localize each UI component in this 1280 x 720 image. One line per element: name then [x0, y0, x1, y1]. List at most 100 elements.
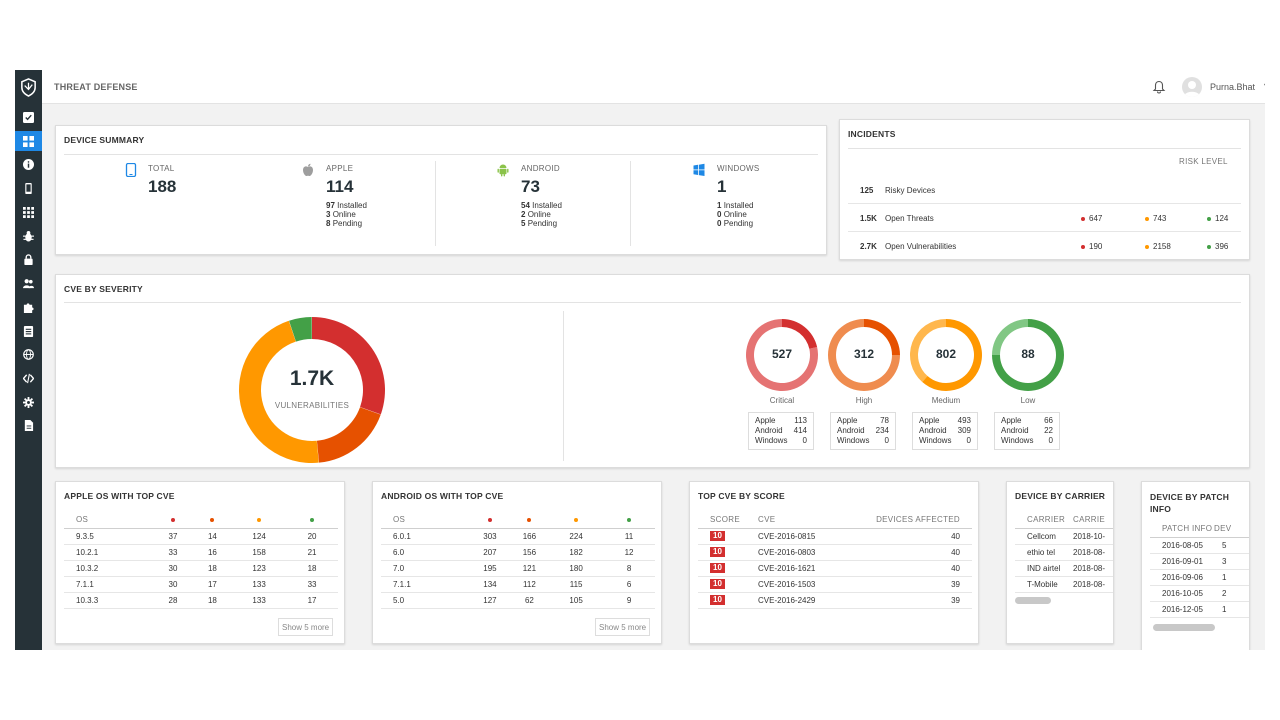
os-version-cell: 6.0.1	[381, 528, 471, 545]
apple-os-cve-card: APPLE OS WITH TOP CVE OS 9.3.5 37 14 124 20 1…	[55, 481, 345, 644]
medium-slice[interactable]	[238, 320, 319, 463]
windows-row: Windows 0	[919, 436, 971, 446]
low-dot	[1207, 244, 1211, 249]
apple-show-more-button[interactable]: Show 5 more	[278, 618, 334, 636]
low-count-cell: 33	[286, 576, 338, 593]
high-column-header[interactable]	[192, 512, 233, 529]
os-column-header[interactable]: OS	[64, 512, 154, 529]
nav-apps-icon[interactable]	[15, 202, 42, 222]
android-breakdown: 54 Installed 2 Online 5 Pending	[521, 201, 562, 228]
carrier-name-cell: T-Mobile	[1015, 576, 1073, 593]
critical-column-header[interactable]	[153, 512, 193, 529]
table-row[interactable]: 2016-08-05 5	[1150, 537, 1249, 554]
table-row[interactable]: 2016-12-05 1	[1150, 601, 1249, 618]
incident-row-open-vulnerabilities[interactable]: 2.7K Open Vulnerabilities 190 2158 396	[848, 232, 1241, 259]
high-mini-donut[interactable]	[826, 317, 902, 393]
table-row[interactable]: T-Mobile 2018-08-	[1015, 576, 1113, 593]
nav-code-icon[interactable]	[15, 368, 42, 388]
medium-platform-breakdown: Apple 493 Android 309 Windows 0	[912, 412, 978, 450]
patch-horizontal-scrollbar[interactable]	[1153, 624, 1215, 631]
nav-globe-icon[interactable]	[15, 344, 42, 364]
incident-row-open-threats[interactable]: 1.5K Open Threats 647 743 124	[848, 204, 1241, 232]
critical-mini-donut[interactable]	[744, 317, 820, 393]
low-count-cell: 18	[286, 560, 338, 577]
incident-row-risky-devices[interactable]: 125 Risky Devices	[848, 176, 1241, 204]
android-online-count: 2	[521, 210, 526, 219]
high-apple-arc	[864, 319, 900, 355]
windows-installed-count: 1	[717, 201, 722, 210]
table-row[interactable]: 10 CVE-2016-1621 40	[698, 560, 972, 577]
windows-row: Windows 0	[837, 436, 889, 446]
table-row[interactable]: 7.1.1 30 17 133 33	[64, 576, 338, 593]
carrier-column-header[interactable]: CARRIER	[1015, 512, 1073, 529]
nav-info-icon[interactable]	[15, 154, 42, 174]
table-row[interactable]: 10.3.2 30 18 123 18	[64, 560, 338, 577]
table-row[interactable]: 2016-09-06 1	[1150, 569, 1249, 586]
cve-column-header[interactable]: CVE	[758, 512, 868, 529]
nav-lock-icon[interactable]	[15, 249, 42, 269]
medium-android-arc	[910, 319, 946, 383]
patch-info-column-header[interactable]: PATCH INFO	[1150, 521, 1214, 538]
carrier-horizontal-scrollbar[interactable]	[1015, 597, 1051, 604]
nav-puzzle-icon[interactable]	[15, 297, 42, 317]
incidents-title: INCIDENTS	[848, 129, 896, 139]
score-column-header[interactable]: SCORE	[698, 512, 758, 529]
devices-affected-column-header[interactable]: DEVICES AFFECTED	[868, 512, 972, 529]
nav-file-icon[interactable]	[15, 415, 42, 435]
critical-column-header[interactable]	[470, 512, 510, 529]
nav-tasks-icon[interactable]	[15, 107, 42, 127]
user-menu-caret-icon[interactable]: ▾	[1264, 81, 1265, 90]
table-row[interactable]: ethio tel 2018-08-	[1015, 544, 1113, 561]
low-mini-donut[interactable]	[990, 317, 1066, 393]
low-slice[interactable]	[289, 317, 312, 342]
critical-count-cell: 134	[470, 576, 510, 593]
table-row[interactable]: 5.0 127 62 105 9	[381, 592, 655, 609]
carrier-date-column-header[interactable]: CARRIE	[1073, 512, 1113, 529]
critical-dot	[170, 518, 175, 523]
table-row[interactable]: 2016-09-01 3	[1150, 553, 1249, 570]
medium-mini-donut[interactable]	[908, 317, 984, 393]
nav-settings-gear-icon[interactable]	[15, 392, 42, 412]
low-column-header[interactable]	[286, 512, 338, 529]
medium-column-header[interactable]	[549, 512, 604, 529]
table-row[interactable]: 7.0 195 121 180 8	[381, 560, 655, 577]
table-row[interactable]: 6.0 207 156 182 12	[381, 544, 655, 561]
carrier-table: CARRIER CARRIE Cellcom 2018-10- ethio tel 2…	[1015, 512, 1113, 593]
nav-threats-bug-icon[interactable]	[15, 226, 42, 246]
user-avatar[interactable]	[1182, 77, 1202, 97]
critical-count-cell: 30	[153, 576, 193, 593]
medium-column-header[interactable]	[232, 512, 287, 529]
divider	[563, 311, 564, 461]
nav-users-icon[interactable]	[15, 273, 42, 293]
incident-label: Open Threats	[885, 214, 934, 223]
nav-dashboard-icon[interactable]	[15, 131, 42, 151]
table-row[interactable]: 10 CVE-2016-2429 39	[698, 592, 972, 609]
table-row[interactable]: 10.2.1 33 16 158 21	[64, 544, 338, 561]
android-show-more-button[interactable]: Show 5 more	[595, 618, 651, 636]
user-name[interactable]: Purna.Bhat	[1210, 82, 1256, 92]
patch-devices-column-header[interactable]: DEV	[1214, 521, 1249, 538]
high-slice[interactable]	[316, 407, 381, 463]
high-column-header[interactable]	[509, 512, 550, 529]
shield-logo-icon[interactable]	[19, 78, 38, 97]
os-column-header[interactable]: OS	[381, 512, 471, 529]
table-row[interactable]: 6.0.1 303 166 224 11	[381, 528, 655, 545]
low-column-header[interactable]	[603, 512, 655, 529]
table-row[interactable]: 10 CVE-2016-0803 40	[698, 544, 972, 561]
table-row[interactable]: 7.1.1 134 112 115 6	[381, 576, 655, 593]
risk-low-text: 396	[1215, 242, 1229, 251]
notifications-bell-icon[interactable]	[1152, 80, 1166, 94]
top-cve-table: SCORE CVE DEVICES AFFECTED 10 CVE-2016-08…	[698, 512, 972, 609]
table-row[interactable]: 9.3.5 37 14 124 20	[64, 528, 338, 545]
table-row[interactable]: Cellcom 2018-10-	[1015, 528, 1113, 545]
table-row[interactable]: 2016-10-05 2	[1150, 585, 1249, 602]
carrier-date-cell: 2018-10-	[1073, 528, 1113, 545]
table-row[interactable]: 10 CVE-2016-0815 40	[698, 528, 972, 545]
android-os-table: OS 6.0.1 303 166 224 11 6.0 207 156 182 12 7.0 195 1…	[381, 512, 655, 609]
nav-devices-icon[interactable]	[15, 178, 42, 198]
table-row[interactable]: 10.3.3 28 18 133 17	[64, 592, 338, 609]
critical-slice[interactable]	[312, 317, 385, 415]
table-row[interactable]: 10 CVE-2016-1503 39	[698, 576, 972, 593]
table-row[interactable]: IND airtel 2018-08-	[1015, 560, 1113, 577]
nav-list-icon[interactable]	[15, 321, 42, 341]
